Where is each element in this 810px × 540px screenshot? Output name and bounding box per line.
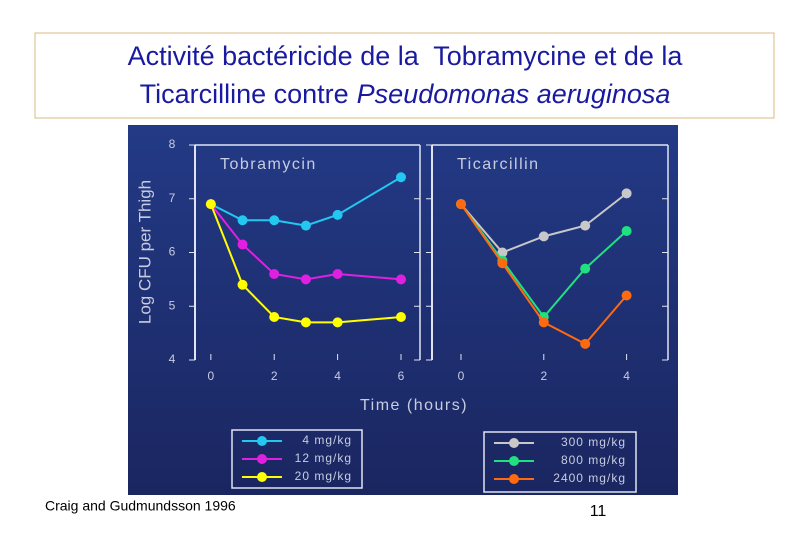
title-text: Ticarcilline contre — [140, 79, 349, 109]
data-point — [395, 312, 406, 322]
x-tick-label: 0 — [458, 369, 465, 383]
title-italic: Pseudomonas aeruginosa — [357, 79, 671, 109]
legend-marker — [509, 474, 519, 484]
y-tick-label: 8 — [169, 137, 176, 151]
x-axis-label: Time (hours) — [360, 397, 468, 414]
data-point — [332, 269, 343, 279]
y-tick-label: 5 — [169, 298, 176, 312]
legend-marker — [257, 436, 267, 446]
data-point — [269, 215, 280, 226]
legend-label: 300 mg/kg — [561, 435, 626, 449]
data-point — [332, 209, 343, 220]
data-point — [205, 199, 216, 210]
data-point — [497, 247, 508, 258]
legend-label: 12 mg/kg — [295, 451, 352, 465]
data-point — [237, 279, 248, 290]
legend-label: 2400 mg/kg — [553, 471, 626, 485]
y-tick-label: 7 — [169, 191, 176, 205]
page-number: 11 — [590, 503, 607, 520]
slide-title: Ticarcilline contre Pseudomonas aeruginos… — [140, 79, 671, 109]
data-point — [497, 258, 508, 269]
data-point — [538, 231, 549, 242]
legend-marker — [257, 472, 267, 482]
data-point — [237, 215, 248, 226]
x-tick-label: 0 — [208, 369, 215, 383]
data-point — [455, 199, 466, 210]
data-point — [395, 172, 406, 183]
legend-box — [483, 431, 637, 493]
data-point — [621, 226, 632, 236]
y-tick-label: 6 — [169, 245, 176, 259]
x-tick-label: 4 — [334, 369, 341, 383]
data-point — [395, 274, 406, 285]
legend-label: 800 mg/kg — [561, 453, 626, 467]
x-tick-label: 6 — [398, 369, 405, 383]
legend-label: 20 mg/kg — [295, 469, 352, 483]
series-line — [210, 176, 402, 227]
data-point — [580, 220, 591, 231]
x-tick-label: 2 — [271, 369, 278, 383]
legend-label: 4 mg/kg — [302, 433, 352, 447]
y-tick-label: 4 — [169, 352, 176, 366]
data-point — [300, 220, 311, 231]
data-point — [580, 263, 591, 274]
series-line — [210, 203, 402, 281]
x-tick-label: 4 — [623, 369, 630, 383]
data-point — [237, 239, 248, 250]
data-point — [269, 312, 280, 322]
legend-marker — [509, 456, 519, 466]
chart-background — [128, 125, 678, 495]
data-point — [621, 290, 632, 301]
data-point — [332, 317, 343, 328]
y-axis-label: Log CFU per Thigh — [135, 180, 154, 324]
panel-title: Tobramycin — [220, 156, 317, 173]
data-point — [538, 317, 549, 328]
legend-marker — [257, 454, 267, 464]
data-point — [300, 274, 311, 285]
data-point — [300, 317, 311, 328]
legend-box — [231, 429, 363, 489]
x-tick-label: 2 — [540, 369, 547, 383]
data-point — [580, 338, 591, 349]
legend-marker — [509, 438, 519, 448]
data-point — [621, 188, 632, 199]
slide-title: Activité bactéricide de la Tobramycine e… — [128, 41, 684, 71]
series-line — [209, 203, 402, 324]
panel-title: Ticarcillin — [457, 156, 540, 173]
citation: Craig and Gudmundsson 1996 — [45, 498, 236, 514]
data-point — [269, 269, 280, 279]
title-box — [34, 32, 775, 119]
